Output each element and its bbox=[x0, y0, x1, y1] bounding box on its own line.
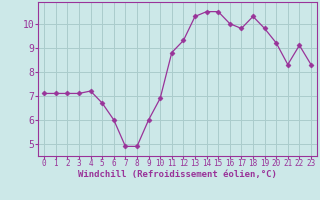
X-axis label: Windchill (Refroidissement éolien,°C): Windchill (Refroidissement éolien,°C) bbox=[78, 170, 277, 179]
